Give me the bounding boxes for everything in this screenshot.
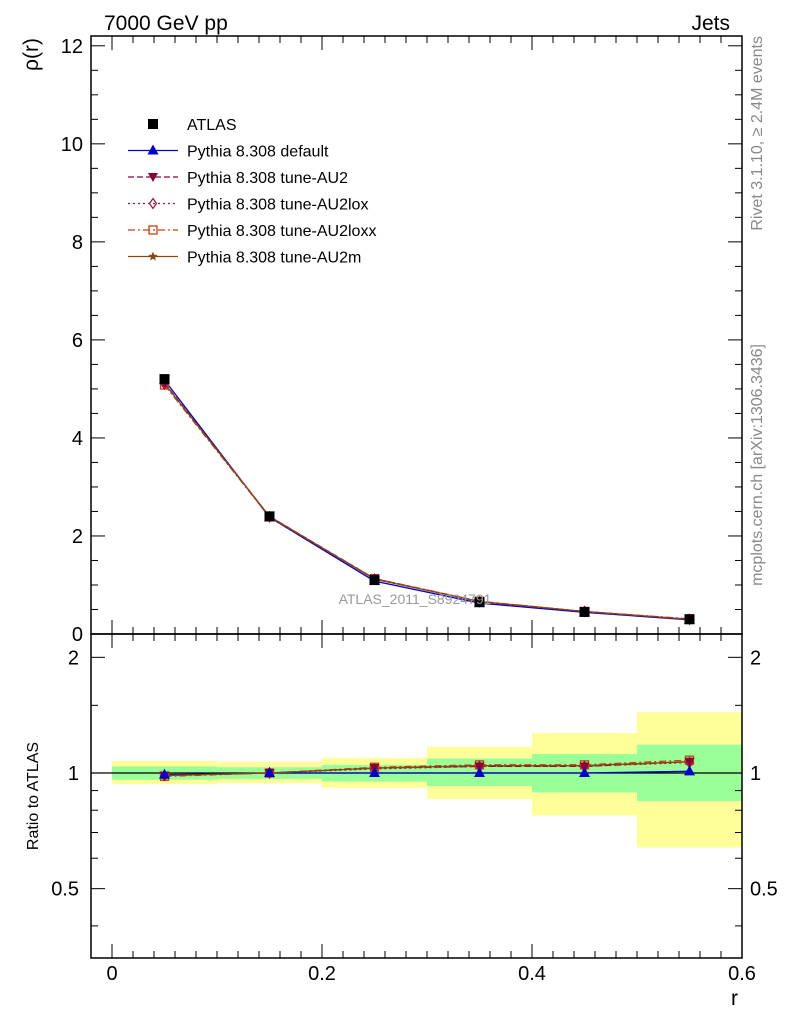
main-y-tick-label: 6 xyxy=(72,330,83,352)
ratio-data-point xyxy=(474,766,485,777)
ratio-y-label: Ratio to ATLAS xyxy=(25,742,42,850)
legend: ATLAS Pythia 8.308 default Pythia 8.308 tu… xyxy=(128,117,376,267)
main-data-point xyxy=(264,511,275,522)
legend-marker xyxy=(148,251,158,261)
main-data-point xyxy=(369,575,380,586)
legend-marker xyxy=(148,197,158,210)
legend-entry: Pythia 8.308 tune-AU2loxx xyxy=(128,223,376,240)
ratio-data-point xyxy=(684,757,695,767)
x-tick-label: 0.6 xyxy=(728,963,756,985)
main-data-point xyxy=(579,606,590,617)
legend-marker xyxy=(148,119,158,129)
ratio-frame xyxy=(90,633,743,959)
main-y-tick-label: 4 xyxy=(72,428,83,450)
ratio-series-line xyxy=(164,759,690,778)
x-tick-label: 0 xyxy=(106,963,117,985)
legend-label: Pythia 8.308 tune-AU2loxx xyxy=(187,223,376,240)
main-y-tick-label: 12 xyxy=(61,36,83,58)
ratio-data-point xyxy=(579,766,590,777)
ratio-data-point xyxy=(264,766,275,777)
ratio-data-point xyxy=(684,765,695,776)
main-data-point xyxy=(684,614,695,625)
ratio-series-layer xyxy=(159,755,695,782)
main-series-layer xyxy=(159,374,695,626)
watermark: ATLAS_2011_S8924791 xyxy=(339,591,492,607)
main-y-tick-label: 10 xyxy=(61,134,83,156)
legend-label: ATLAS xyxy=(187,117,237,134)
header-left: 7000 GeV pp xyxy=(104,12,228,35)
header-right: Jets xyxy=(691,12,730,35)
legend-label: Pythia 8.308 tune-AU2m xyxy=(187,250,361,267)
ratio-data-point xyxy=(579,762,590,772)
ratio-y-tick-label-right: 0.5 xyxy=(750,879,778,901)
side-label-bottom: mcplots.cern.ch [arXiv:1306.3436] xyxy=(749,344,766,586)
main-data-point xyxy=(474,597,485,608)
main-y-tick-label: 8 xyxy=(72,232,83,254)
main-series-line xyxy=(163,383,690,620)
legend-entry: Pythia 8.308 tune-AU2lox xyxy=(128,197,368,214)
main-data-point xyxy=(159,374,170,385)
legend-entry: ATLAS xyxy=(148,117,237,134)
ratio-y-tick-label: 1 xyxy=(68,763,79,785)
main-y-tick-label: 0 xyxy=(72,624,83,646)
legend-marker xyxy=(148,225,158,235)
main-y-tick-label: 2 xyxy=(72,526,83,548)
legend-marker xyxy=(148,173,158,182)
ratio-y-tick-label-right: 2 xyxy=(750,647,761,669)
main-y-label: ρ(r) xyxy=(20,38,43,71)
ratio-series-line xyxy=(164,761,690,777)
ratio-data-point xyxy=(159,768,170,779)
side-label-top: Rivet 3.1.10, ≥ 2.4M events xyxy=(749,36,766,231)
legend-entry: Pythia 8.308 tune-AU2m xyxy=(128,250,361,267)
ratio-y-tick-label: 0.5 xyxy=(51,879,79,901)
ratio-axes: 0.5 0.5 1 1 2 2 0 0.2 0.4 0.6 xyxy=(51,634,778,985)
legend-label: Pythia 8.308 default xyxy=(187,144,329,161)
x-tick-label: 0.4 xyxy=(518,963,546,985)
legend-entry: Pythia 8.308 tune-AU2 xyxy=(128,170,348,187)
x-tick-label: 0.2 xyxy=(308,963,336,985)
ratio-y-tick-label-right: 1 xyxy=(750,763,761,785)
legend-marker xyxy=(147,144,159,155)
legend-label: Pythia 8.308 tune-AU2 xyxy=(187,170,348,187)
ratio-data-point xyxy=(369,766,380,777)
x-axis-label: r xyxy=(731,987,738,1010)
ratio-data-point xyxy=(474,762,485,772)
main-axes: 0 2 4 6 8 10 12 xyxy=(61,36,743,646)
legend-entry: Pythia 8.308 default xyxy=(128,144,329,161)
ratio-y-tick-label: 2 xyxy=(68,647,79,669)
legend-label: Pythia 8.308 tune-AU2lox xyxy=(187,197,368,214)
